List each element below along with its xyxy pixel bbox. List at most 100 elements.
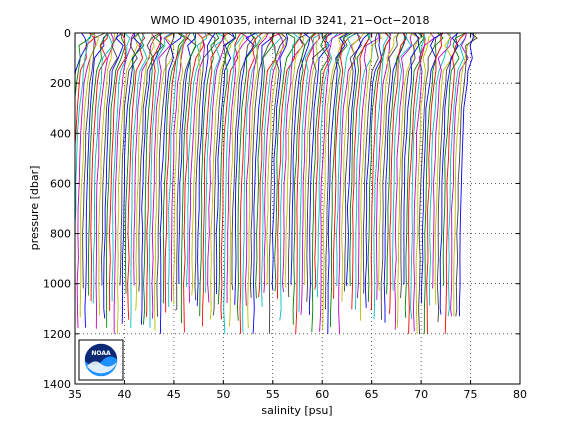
profile-line	[231, 33, 255, 291]
profile-line	[194, 33, 216, 301]
profile-line	[202, 33, 226, 327]
profile-line	[423, 33, 444, 334]
profile-line	[341, 33, 365, 302]
profile-line	[127, 33, 146, 320]
profile-line	[75, 33, 92, 102]
profile-line	[142, 33, 165, 325]
profile-line	[290, 33, 311, 285]
y-tick-label: 1000	[43, 278, 71, 291]
profile-line	[247, 33, 268, 329]
y-tick-label: 0	[64, 27, 71, 40]
profile-line	[316, 33, 339, 298]
x-axis-ticks: 35 40 45 50 55 60 65 70 75 80	[68, 33, 527, 401]
profile-line	[101, 33, 119, 286]
profile-line	[346, 33, 370, 287]
profile-line	[383, 33, 407, 323]
plot-frame	[74, 32, 521, 385]
profile-line	[279, 33, 300, 321]
profile-line	[223, 33, 246, 334]
profile-line	[412, 33, 435, 332]
profile-line	[162, 33, 186, 304]
profile-line	[220, 33, 242, 320]
profile-line	[140, 33, 162, 325]
profile-line	[388, 33, 408, 314]
profile-line	[284, 33, 305, 288]
profile-line	[121, 33, 142, 324]
profile-line	[178, 33, 197, 284]
profile-line	[378, 33, 400, 291]
profile-line	[172, 33, 189, 305]
profile-line	[364, 33, 383, 308]
x-tick-label: 50	[216, 388, 230, 401]
y-tick-label: 800	[50, 228, 71, 241]
profile-line	[258, 33, 281, 298]
profile-line	[106, 33, 126, 328]
profile-line	[362, 33, 379, 294]
profile-line	[329, 33, 353, 328]
x-tick-label: 60	[315, 388, 329, 401]
profile-line	[295, 33, 317, 334]
profile-line	[103, 33, 124, 319]
profile-line	[75, 33, 95, 319]
y-axis-ticks: 0 200 400 600 800 1000 1200 1400	[43, 27, 520, 391]
profile-line	[204, 33, 227, 293]
profile-line	[276, 33, 302, 299]
x-tick-label: 70	[414, 388, 428, 401]
profile-line	[180, 33, 196, 324]
profile-line	[164, 33, 189, 313]
profile-line	[327, 33, 350, 334]
profile-line	[108, 33, 126, 312]
profile-line	[306, 33, 329, 302]
profile-line	[234, 33, 257, 305]
profile-line	[367, 33, 392, 303]
profile-line	[434, 33, 453, 305]
svg-text:NOAA: NOAA	[91, 350, 111, 357]
profile-line	[421, 33, 444, 304]
grid	[75, 33, 520, 384]
profile-line	[82, 33, 106, 289]
profile-line	[236, 33, 257, 321]
y-axis-label: pressure [dbar]	[28, 166, 41, 251]
profile-line	[400, 33, 420, 299]
profile-line	[360, 33, 382, 321]
profile-line	[336, 33, 359, 287]
profile-line	[402, 33, 420, 285]
profile-line	[249, 33, 275, 298]
profile-line	[356, 33, 381, 299]
profile-line	[319, 33, 343, 332]
profile-line	[199, 33, 220, 317]
profile-line	[212, 33, 237, 316]
profile-line	[271, 33, 289, 291]
profile-line	[432, 33, 452, 289]
profile-line	[113, 33, 135, 334]
profile-line	[458, 33, 474, 317]
profile-line	[252, 33, 275, 334]
profile-line	[154, 33, 176, 331]
profile-line	[239, 33, 263, 334]
x-tick-label: 55	[266, 388, 280, 401]
profile-line	[450, 33, 469, 317]
y-tick-label: 1400	[43, 378, 71, 391]
profile-line	[207, 33, 229, 303]
profile-line	[185, 33, 208, 288]
profile-line	[88, 33, 108, 296]
profile-line	[394, 33, 413, 330]
x-tick-label: 65	[365, 388, 379, 401]
profile-line	[380, 33, 399, 320]
profile-lines	[75, 33, 478, 334]
profile-line	[298, 33, 323, 312]
profile-line	[332, 33, 357, 299]
y-tick-label: 400	[50, 127, 71, 140]
x-tick-label: 80	[513, 388, 527, 401]
x-axis-label: salinity [psu]	[261, 404, 332, 417]
profile-line	[418, 33, 442, 334]
profile-line	[95, 33, 114, 329]
profile-line	[170, 33, 187, 302]
profile-line	[90, 33, 109, 302]
profile-line	[156, 33, 175, 317]
profile-line	[148, 33, 172, 328]
profile-line	[373, 33, 391, 320]
profile-line	[265, 33, 287, 286]
noaa-logo: NOAA	[78, 339, 124, 381]
